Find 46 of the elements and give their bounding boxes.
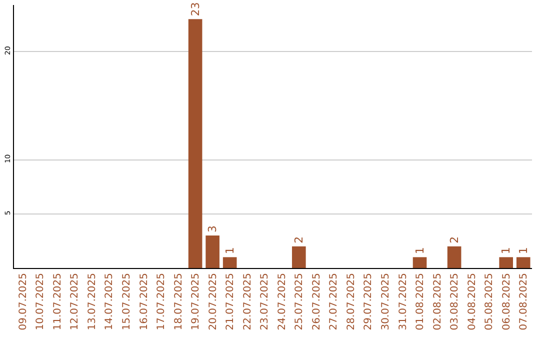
x-tick-label: 16.07.2025 [138,273,150,330]
x-tick-label: 07.08.2025 [518,273,530,330]
data-label: 1 [413,247,426,254]
bar [516,257,530,268]
bar [222,257,237,268]
x-tick-label: 23.07.2025 [260,273,271,330]
x-tick-label: 06.08.2025 [501,273,512,330]
x-tick-label: 03.08.2025 [450,273,461,330]
x-tick-label: 25.07.2025 [294,273,306,330]
x-tick-label: 31.07.2025 [398,273,409,330]
x-tick-label: 19.07.2025 [190,273,202,330]
data-label: 3 [206,226,220,233]
x-tick-label: 30.07.2025 [380,273,392,330]
x-tick-label: 01.08.2025 [415,273,426,330]
bar [412,257,427,268]
x-tick-label: 28.07.2025 [346,273,357,330]
x-tick-label: 05.08.2025 [484,273,496,330]
bar [206,236,220,268]
x-tick-label: 18.07.2025 [173,273,184,330]
x-tick-label: 04.08.2025 [466,273,478,330]
x-tick-label: 09.07.2025 [18,273,29,330]
x-tick-label: 15.07.2025 [121,273,132,330]
x-tick-label: 17.07.2025 [156,273,168,330]
data-label: 23 [188,2,202,16]
data-label: 2 [292,236,306,244]
x-tick-label: 21.07.2025 [225,273,236,330]
data-label: 1 [516,247,530,254]
x-tick-label: 24.07.2025 [276,273,288,330]
data-label: 2 [448,236,461,244]
x-tick-label: 27.07.2025 [328,273,340,330]
bar [292,246,306,268]
bar [499,257,514,268]
x-tick-label: 10.07.2025 [35,273,46,330]
data-label: 1 [223,247,236,254]
x-tick-label: 12.07.2025 [70,273,81,330]
x-tick-label: 20.07.2025 [208,273,219,330]
bar [188,19,202,268]
data-label: 1 [500,247,513,254]
x-tick-label: 29.07.2025 [363,273,374,330]
x-tick-label: 11.07.2025 [52,273,64,330]
x-tick-label: 14.07.2025 [104,273,116,330]
x-tick-label: 26.07.2025 [311,273,322,330]
x-tick-label: 02.08.2025 [432,273,444,330]
x-tick-label: 13.07.2025 [86,273,98,330]
bar [447,246,462,268]
x-tick-label: 22.07.2025 [242,273,254,330]
